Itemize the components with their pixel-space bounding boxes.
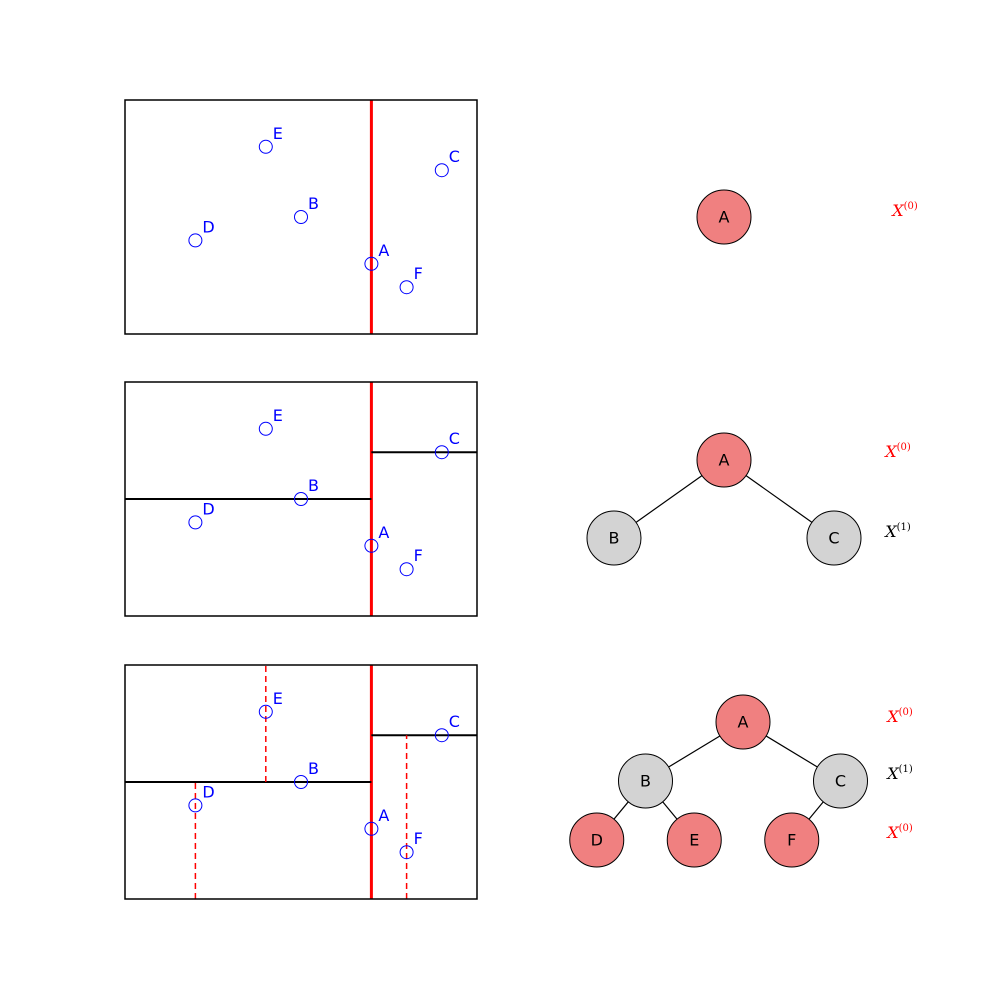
point-C — [434, 728, 449, 743]
point-F — [399, 562, 414, 577]
tree-node-C — [813, 753, 868, 809]
tree-node-label-B: B — [640, 772, 651, 791]
point-D — [188, 233, 203, 248]
tree-node-E — [666, 812, 722, 868]
point-label-A: A — [378, 241, 389, 260]
partition-panel-3: A B C D E F — [124, 664, 478, 900]
tree-node-label-C: C — [828, 529, 839, 548]
point-label-B: B — [308, 476, 319, 495]
tree-node-B — [586, 510, 642, 566]
point-D — [188, 515, 203, 530]
point-label-F: F — [414, 829, 423, 848]
point-label-C: C — [449, 147, 460, 166]
point-label-E: E — [273, 124, 283, 143]
panel-frame — [124, 381, 478, 617]
tree-node-C — [806, 510, 862, 566]
tree-node-D — [569, 812, 625, 868]
point-label-D: D — [202, 217, 214, 236]
tree-node-label-A: A — [719, 208, 730, 227]
tree-node-label-B: B — [609, 529, 620, 548]
tree-node-A — [696, 189, 752, 245]
point-B — [294, 775, 308, 789]
level-label-3: X(0) — [885, 823, 913, 842]
point-F — [399, 845, 414, 860]
point-A — [364, 256, 379, 271]
partition-panel-2: A B C D E F — [124, 381, 478, 617]
tree-1: A X(0) — [696, 189, 918, 245]
point-label-C: C — [449, 429, 460, 448]
point-D — [188, 798, 203, 813]
panel-frame — [124, 99, 478, 335]
level-label-2: X(1) — [885, 764, 913, 783]
level-label-2: X(1) — [883, 522, 911, 541]
point-A — [364, 538, 379, 553]
tree-node-label-A: A — [719, 451, 730, 470]
tree-node-label-C: C — [835, 772, 846, 791]
tree-node-B — [618, 753, 673, 809]
point-label-A: A — [378, 806, 389, 825]
point-label-C: C — [449, 712, 460, 731]
panel-frame — [124, 664, 478, 900]
tree-node-A — [696, 432, 752, 488]
point-C — [434, 163, 449, 178]
point-label-B: B — [308, 759, 319, 778]
tree-node-label-D: D — [591, 831, 603, 850]
point-label-E: E — [273, 689, 283, 708]
tree-node-F — [764, 812, 820, 868]
point-E — [258, 139, 273, 154]
tree-node-label-E: E — [689, 831, 699, 850]
tree-node-A — [715, 694, 771, 750]
point-E — [258, 704, 273, 719]
point-A — [364, 821, 379, 836]
point-label-E: E — [273, 406, 283, 425]
tree-node-label-A: A — [738, 713, 749, 732]
point-C — [434, 445, 449, 460]
level-label-1: X(0) — [883, 442, 911, 461]
point-label-D: D — [202, 782, 214, 801]
point-B — [294, 210, 308, 224]
point-label-A: A — [378, 523, 389, 542]
point-F — [399, 280, 414, 295]
level-label-1: X(0) — [885, 707, 913, 726]
point-label-B: B — [308, 194, 319, 213]
point-label-D: D — [202, 499, 214, 518]
point-label-F: F — [414, 264, 423, 283]
tree-3: A B C D E F X(0) X(1) X(0) — [569, 694, 913, 868]
tree-2: A B C X(0) X(1) — [586, 432, 911, 566]
level-label-1: X(0) — [890, 201, 918, 220]
point-B — [294, 492, 308, 506]
tree-node-label-F: F — [787, 831, 796, 850]
partition-panel-1: A B C D E F — [124, 99, 478, 335]
point-E — [258, 421, 273, 436]
point-label-F: F — [414, 546, 423, 565]
